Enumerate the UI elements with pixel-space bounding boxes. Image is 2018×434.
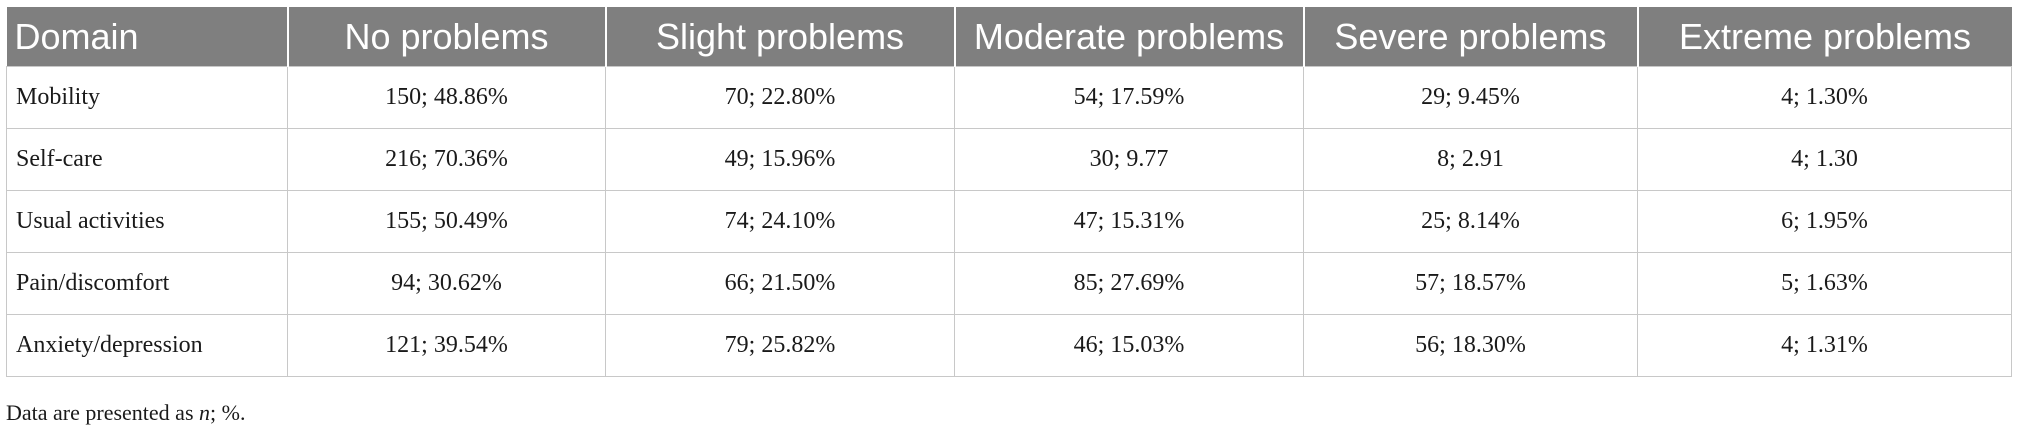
table-row: Mobility 150; 48.86% 70; 22.80% 54; 17.5… [6, 66, 2012, 129]
table-cell: 66; 21.50% [605, 252, 955, 315]
table-cell: 4; 1.31% [1637, 314, 2012, 377]
table-cell: 4; 1.30% [1637, 66, 2012, 129]
row-label: Anxiety/depression [6, 314, 288, 377]
header-severe-problems: Severe problems [1302, 7, 1638, 67]
table-cell: 70; 22.80% [605, 66, 955, 129]
header-moderate-problems: Moderate problems [953, 7, 1304, 67]
table-cell: 8; 2.91 [1303, 128, 1638, 191]
table-cell: 4; 1.30 [1637, 128, 2012, 191]
table-cell: 79; 25.82% [605, 314, 955, 377]
table-cell: 54; 17.59% [954, 66, 1304, 129]
results-table-container: Domain No problems Slight problems Moder… [6, 7, 2012, 377]
table-cell: 121; 39.54% [287, 314, 606, 377]
footnote-suffix: ; %. [210, 400, 246, 425]
table-cell: 47; 15.31% [954, 190, 1304, 253]
row-label: Self-care [6, 128, 288, 191]
table-footnote: Data are presented as n; %. [6, 400, 245, 426]
table-cell: 49; 15.96% [605, 128, 955, 191]
table-cell: 57; 18.57% [1303, 252, 1638, 315]
row-label: Mobility [6, 66, 288, 129]
table-cell: 85; 27.69% [954, 252, 1304, 315]
table-cell: 5; 1.63% [1637, 252, 2012, 315]
table-cell: 25; 8.14% [1303, 190, 1638, 253]
header-extreme-problems: Extreme problems [1636, 7, 2012, 67]
table-row: Self-care 216; 70.36% 49; 15.96% 30; 9.7… [6, 128, 2012, 191]
header-row: Domain No problems Slight problems Moder… [6, 7, 2012, 67]
row-label: Usual activities [6, 190, 288, 253]
table-cell: 30; 9.77 [954, 128, 1304, 191]
table-row: Pain/discomfort 94; 30.62% 66; 21.50% 85… [6, 252, 2012, 315]
table-cell: 46; 15.03% [954, 314, 1304, 377]
table-cell: 56; 18.30% [1303, 314, 1638, 377]
table-cell: 6; 1.95% [1637, 190, 2012, 253]
footnote-prefix: Data are presented as [6, 400, 200, 425]
table-cell: 94; 30.62% [287, 252, 606, 315]
footnote-n: n [199, 400, 211, 425]
table-cell: 155; 50.49% [287, 190, 606, 253]
table-row: Anxiety/depression 121; 39.54% 79; 25.82… [6, 314, 2012, 377]
row-label: Pain/discomfort [6, 252, 288, 315]
table-cell: 216; 70.36% [287, 128, 606, 191]
header-domain: Domain [6, 7, 288, 67]
results-table: Domain No problems Slight problems Moder… [6, 7, 2012, 377]
table-cell: 74; 24.10% [605, 190, 955, 253]
table-cell: 29; 9.45% [1303, 66, 1638, 129]
header-no-problems: No problems [286, 7, 606, 67]
table-row: Usual activities 155; 50.49% 74; 24.10% … [6, 190, 2012, 253]
table-cell: 150; 48.86% [287, 66, 606, 129]
header-slight-problems: Slight problems [604, 7, 955, 67]
